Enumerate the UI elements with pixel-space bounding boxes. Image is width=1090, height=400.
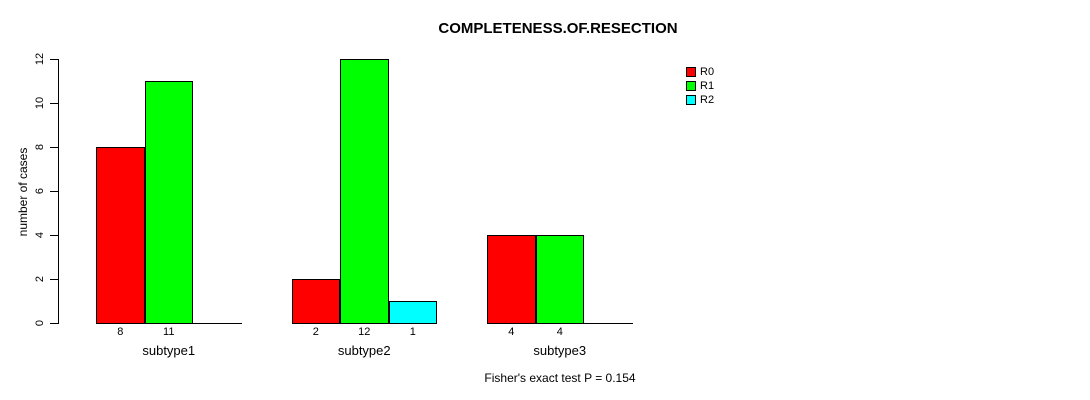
legend-label: R0 bbox=[700, 66, 715, 78]
y-tick-label: 6 bbox=[34, 187, 46, 195]
y-tick-label: 0 bbox=[34, 319, 46, 327]
legend-item: R0 bbox=[686, 66, 714, 78]
bar bbox=[487, 235, 536, 324]
y-tick bbox=[50, 147, 58, 148]
chart-title: COMPLETENESS.OF.RESECTION bbox=[438, 20, 678, 37]
legend-item: R2 bbox=[686, 94, 714, 106]
fisher-test-annotation: Fisher's exact test P = 0.154 bbox=[484, 371, 636, 385]
bar-value-label: 4 bbox=[508, 326, 515, 338]
bar-value-label: 1 bbox=[409, 326, 416, 338]
y-tick bbox=[50, 279, 58, 280]
bar bbox=[291, 279, 340, 324]
bar bbox=[96, 147, 145, 324]
bar-value-label: 4 bbox=[556, 326, 563, 338]
legend-swatch bbox=[686, 81, 696, 91]
category-label: subtype2 bbox=[337, 343, 391, 358]
legend-swatch bbox=[686, 67, 696, 77]
y-tick-label: 10 bbox=[34, 96, 46, 110]
y-tick bbox=[50, 59, 58, 60]
y-axis-line bbox=[58, 59, 59, 324]
legend-label: R2 bbox=[700, 94, 715, 106]
legend-item: R1 bbox=[686, 80, 714, 92]
y-tick bbox=[50, 191, 58, 192]
y-tick-label: 12 bbox=[34, 52, 46, 66]
y-tick-label: 8 bbox=[34, 143, 46, 151]
category-label: subtype3 bbox=[533, 343, 587, 358]
bar-value-label: 11 bbox=[163, 326, 175, 338]
y-tick bbox=[50, 323, 58, 324]
y-tick bbox=[50, 103, 58, 104]
y-tick-label: 2 bbox=[34, 275, 46, 283]
category-label: subtype1 bbox=[142, 343, 196, 358]
bar bbox=[340, 59, 389, 324]
bar-value-label: 2 bbox=[312, 326, 319, 338]
bar bbox=[388, 301, 437, 324]
bar bbox=[535, 235, 584, 324]
bar-value-label: 8 bbox=[117, 326, 124, 338]
bar-value-label: 12 bbox=[358, 326, 371, 338]
bar bbox=[144, 81, 193, 324]
legend-label: R1 bbox=[700, 80, 715, 92]
y-tick bbox=[50, 235, 58, 236]
y-axis-title: number of cases bbox=[16, 147, 30, 237]
y-tick-label: 4 bbox=[34, 231, 46, 239]
legend-swatch bbox=[686, 95, 696, 105]
